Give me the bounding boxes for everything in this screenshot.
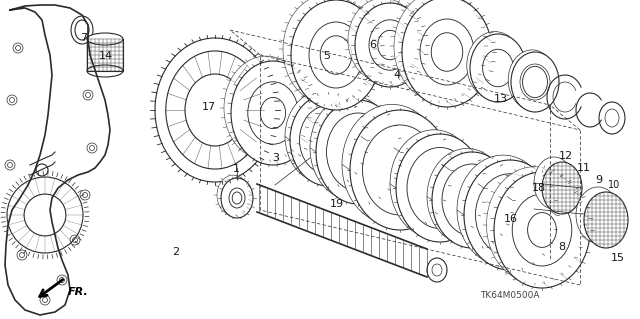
Ellipse shape (285, 91, 361, 182)
Ellipse shape (508, 50, 556, 110)
Ellipse shape (283, 0, 373, 104)
Text: 13: 13 (493, 94, 508, 104)
Text: 6: 6 (369, 40, 376, 50)
Text: 18: 18 (532, 183, 546, 193)
Ellipse shape (576, 187, 620, 243)
Ellipse shape (291, 0, 381, 110)
Ellipse shape (87, 33, 123, 45)
Text: 12: 12 (559, 151, 573, 161)
Text: 1: 1 (234, 164, 240, 174)
Ellipse shape (584, 192, 628, 248)
Ellipse shape (534, 157, 574, 209)
Ellipse shape (511, 52, 559, 112)
Ellipse shape (316, 100, 400, 204)
Ellipse shape (470, 34, 526, 102)
Ellipse shape (390, 130, 478, 238)
Text: 8: 8 (558, 242, 566, 252)
Text: 15: 15 (611, 253, 625, 263)
Text: 10: 10 (608, 180, 621, 190)
Text: 3: 3 (272, 153, 278, 163)
Text: 9: 9 (595, 175, 602, 185)
Text: TK64M0500A: TK64M0500A (480, 291, 540, 300)
Text: 7: 7 (79, 33, 87, 43)
Ellipse shape (427, 258, 447, 282)
Ellipse shape (394, 0, 484, 101)
Ellipse shape (494, 172, 590, 288)
Ellipse shape (457, 155, 549, 265)
Ellipse shape (432, 152, 512, 248)
Ellipse shape (467, 32, 523, 100)
Ellipse shape (342, 104, 442, 224)
Ellipse shape (221, 178, 253, 218)
Text: 2: 2 (172, 247, 180, 257)
Text: 16: 16 (504, 213, 518, 224)
Text: 5: 5 (323, 51, 330, 61)
Ellipse shape (486, 167, 582, 283)
Ellipse shape (290, 94, 366, 186)
Ellipse shape (427, 149, 507, 244)
Ellipse shape (231, 61, 315, 165)
Text: 14: 14 (99, 51, 113, 61)
Ellipse shape (402, 0, 492, 107)
Ellipse shape (396, 134, 484, 242)
Ellipse shape (224, 56, 308, 160)
Text: 4: 4 (393, 70, 401, 80)
Ellipse shape (348, 0, 418, 82)
Ellipse shape (464, 160, 556, 270)
Text: 17: 17 (202, 102, 216, 112)
Ellipse shape (217, 175, 249, 215)
Ellipse shape (355, 3, 425, 87)
Ellipse shape (542, 162, 582, 214)
Text: 19: 19 (330, 199, 344, 209)
Ellipse shape (310, 96, 394, 200)
Ellipse shape (350, 110, 450, 230)
Text: FR.: FR. (68, 287, 89, 297)
Text: 11: 11 (577, 163, 591, 174)
